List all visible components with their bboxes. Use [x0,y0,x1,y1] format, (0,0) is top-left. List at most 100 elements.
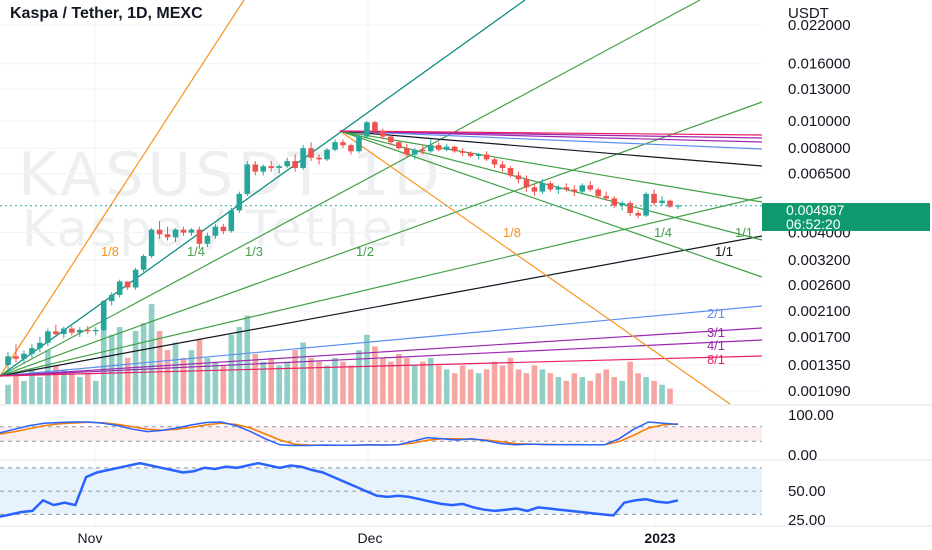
candle-body [188,229,195,233]
candle-body [196,229,203,244]
gann-fan-line-lower [0,196,763,377]
rsi-line [0,462,679,518]
volume-bar [308,357,314,404]
candle-body [539,183,546,192]
candle-body [483,154,490,160]
candle-body [84,329,91,332]
volume-bar [92,380,99,404]
volume-bar [427,357,434,404]
volume-bar [268,357,275,404]
volume-bar [340,361,346,404]
volume-bar [603,369,610,404]
volume-bar [587,380,594,404]
candle-body [611,198,617,206]
volume-bar [324,365,330,404]
candle-body [396,142,402,149]
candle-body [332,142,338,150]
candle-body [587,185,594,190]
candle-body [5,356,11,365]
candle-body [124,281,131,288]
volume-bar [69,373,75,404]
candle-body [571,189,578,192]
candle-body [475,154,482,157]
candle-body [467,152,474,157]
candle-body [268,166,275,168]
gann-fan-label: 1/4 [654,225,672,240]
time-tick-label: Dec [358,530,383,546]
candle-body [348,145,354,152]
candle-body [100,301,107,330]
volume-bar [459,365,466,404]
volume-bar [276,365,282,404]
rsi-tick-label: 25.00 [788,512,826,529]
volume-bar [499,365,506,404]
volume-bar [100,319,107,404]
price-tick-label: 0.006500 [788,165,851,182]
volume-bar [356,350,362,404]
volume-bar [627,361,633,404]
candle-body [635,212,641,216]
volume-bar [76,377,83,404]
price-tick-label: 0.008000 [788,140,851,157]
price-tick-label: 0.001350 [788,357,851,374]
candle-body [435,145,442,150]
candle-body [108,294,115,302]
candle-body [92,329,99,332]
candle-body [459,151,466,153]
candle-body [563,187,570,190]
gann-fan-label: 1/1 [715,244,733,259]
volume-bar [435,365,442,404]
candle-body [356,136,362,152]
candle-body [316,157,322,160]
countdown-timer: 06:52:20 [786,216,841,232]
candle-body [260,166,267,172]
candle-body [284,161,290,167]
candle-body [659,200,665,204]
candle-body [308,148,314,158]
candle-body [603,196,610,199]
volume-bar [388,361,394,404]
volume-bar [45,350,51,404]
volume-bar [37,377,43,404]
volume-bar [29,369,35,404]
candle-body [595,189,602,197]
price-tick-label: 0.002600 [788,277,851,294]
volume-bar [292,350,298,404]
gann-fan-line-lower [0,305,763,377]
volume-bar [53,365,59,404]
volume-bar [595,373,602,404]
gann-fan-line-upper [339,130,763,278]
volume-bar [212,361,219,404]
candle-body [507,167,514,176]
volume-bar [13,373,19,404]
gann-fan-line-lower [0,355,763,377]
candle-body [300,148,306,168]
candle-body [132,269,139,288]
gann-fan-label: 1/8 [101,244,119,259]
volume-bar [467,369,474,404]
last-price-value: 0.004987 [786,202,845,218]
candle-body [69,328,75,333]
gann-fan-label: 1/4 [187,244,205,259]
gann-fan-line-lower [0,0,701,377]
candle-body [172,229,179,238]
candle-body [156,229,163,235]
volume-bar [419,361,426,404]
volume-bar [539,369,546,404]
candle-body [61,328,67,335]
volume-bar [172,342,179,404]
candle-body [244,164,251,194]
candle-body [404,148,410,155]
stoch-band [0,426,762,442]
price-tick-label: 0.001090 [788,383,851,400]
candle-body [627,203,633,213]
candle-body [419,149,426,152]
volume-bar [635,373,641,404]
candle-body [21,353,27,359]
volume-bar [348,365,354,404]
gann-fan-line-upper [339,130,763,167]
volume-bar [284,361,290,404]
candle-body [204,235,211,244]
